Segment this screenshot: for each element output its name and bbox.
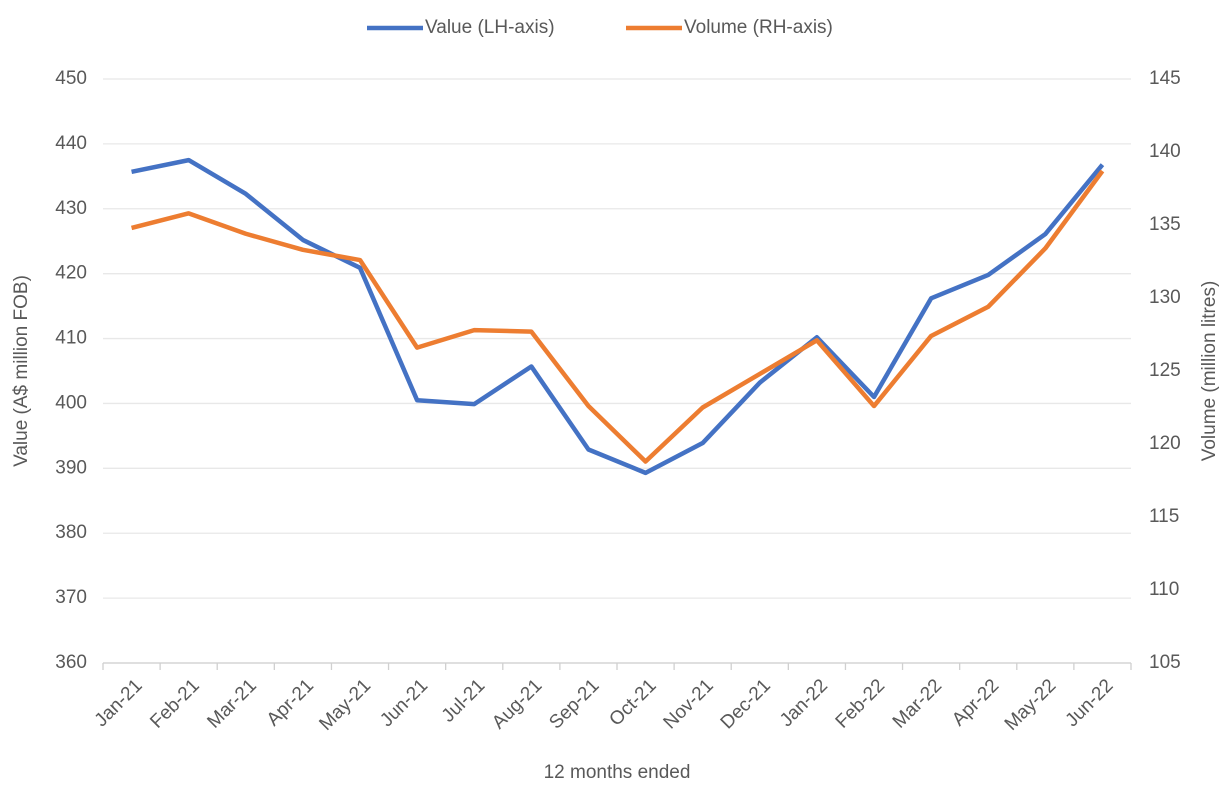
y-tick-label: 450 bbox=[55, 68, 87, 89]
x-tick-label: Aug-21 bbox=[488, 675, 546, 733]
legend-label: Volume (RH-axis) bbox=[684, 17, 833, 38]
y-axis-label: Value (A$ million FOB) bbox=[11, 275, 32, 467]
x-tick-label: Mar-21 bbox=[203, 675, 260, 732]
x-tick-label: Feb-21 bbox=[146, 675, 203, 732]
x-tick-label: Sep-21 bbox=[545, 675, 603, 733]
y-tick-label: 430 bbox=[55, 198, 87, 219]
y2-tick-label: 125 bbox=[1149, 360, 1181, 381]
x-tick-label: Dec-21 bbox=[717, 675, 775, 733]
x-tick-label: Oct-21 bbox=[605, 675, 660, 730]
x-tick-label: Apr-22 bbox=[948, 675, 1003, 730]
x-tick-label: Jan-22 bbox=[776, 675, 832, 731]
y2-tick-label: 140 bbox=[1149, 141, 1181, 162]
x-tick-label: Apr-21 bbox=[263, 675, 318, 730]
y-tick-label: 360 bbox=[55, 652, 87, 673]
x-tick-label: Jan-21 bbox=[91, 675, 147, 731]
y-tick-label: 400 bbox=[55, 392, 87, 413]
y2-tick-label: 145 bbox=[1149, 68, 1181, 89]
x-tick-label: Jul-21 bbox=[438, 675, 489, 726]
y2-axis-label: Volume (million litres) bbox=[1199, 281, 1220, 462]
x-tick-label: Jun-21 bbox=[376, 675, 432, 731]
x-tick-label: Mar-22 bbox=[889, 675, 946, 732]
x-tick-label: Feb-22 bbox=[832, 675, 889, 732]
y2-tick-label: 120 bbox=[1149, 433, 1181, 454]
y-tick-label: 410 bbox=[55, 328, 87, 349]
y2-tick-label: 105 bbox=[1149, 652, 1181, 673]
y-tick-label: 440 bbox=[55, 133, 87, 154]
x-axis-label: 12 months ended bbox=[544, 762, 691, 783]
y-tick-label: 370 bbox=[55, 587, 87, 608]
legend-label: Value (LH-axis) bbox=[425, 17, 555, 38]
y-tick-label: 390 bbox=[55, 457, 87, 478]
y-tick-label: 420 bbox=[55, 263, 87, 284]
series-line bbox=[131, 157, 1105, 476]
x-tick-label: May-22 bbox=[1001, 675, 1061, 735]
y-tick-label: 380 bbox=[55, 522, 87, 543]
x-tick-label: May-21 bbox=[315, 675, 375, 735]
series-line bbox=[130, 169, 1105, 464]
x-tick-label: Nov-21 bbox=[660, 675, 718, 733]
x-tick-label: Jun-22 bbox=[1062, 675, 1118, 731]
y2-tick-label: 135 bbox=[1149, 214, 1181, 235]
y2-tick-label: 115 bbox=[1149, 506, 1179, 527]
y2-tick-label: 110 bbox=[1149, 579, 1179, 600]
y2-tick-label: 130 bbox=[1149, 287, 1181, 308]
